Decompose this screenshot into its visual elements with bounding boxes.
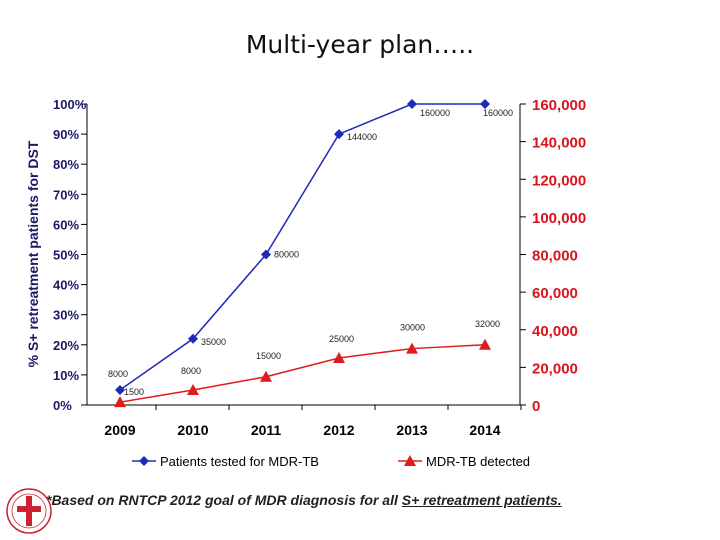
data-point-patients-tested — [334, 129, 344, 140]
x-axis-tick-label: 2012 — [323, 422, 354, 438]
x-axis-tick-label: 2011 — [251, 422, 282, 438]
series-line-patients-tested — [119, 103, 485, 391]
right-axis-tick-label: 100,000 — [532, 210, 586, 227]
left-axis-tick-label: 100% — [53, 97, 87, 112]
y-axis-title: % S+ retreatment patients for DST — [25, 140, 41, 367]
x-axis-tick-label: 2013 — [396, 422, 427, 438]
series-line-mdr-detected — [119, 344, 486, 403]
left-axis-tick-label: 60% — [53, 217, 79, 232]
data-label-mdr-detected: 15000 — [256, 351, 281, 361]
data-point-patients-tested — [115, 384, 125, 395]
data-point-mdr-detected — [333, 351, 345, 363]
data-point-patients-tested — [188, 333, 198, 344]
right-axis-tick-label: 160,000 — [532, 97, 586, 114]
data-label-mdr-detected: 25000 — [329, 334, 354, 344]
data-label-patients-tested: 35000 — [201, 337, 226, 347]
left-axis-tick-label: 0% — [53, 398, 72, 413]
legend-marker-mdr-detected — [404, 455, 416, 466]
left-axis-tick-label: 30% — [53, 308, 79, 323]
left-axis-tick-label: 20% — [53, 338, 79, 353]
left-axis-tick-label: 40% — [53, 278, 79, 293]
data-point-mdr-detected — [260, 370, 272, 382]
data-label-mdr-detected: 32000 — [475, 319, 500, 329]
left-axis-tick-label: 50% — [53, 248, 79, 263]
legend-label-mdr-detected: MDR-TB detected — [426, 454, 530, 469]
right-axis-tick-label: 40,000 — [532, 323, 578, 340]
data-label-mdr-detected: 30000 — [400, 323, 425, 333]
footnote: *Based on RNTCP 2012 goal of MDR diagnos… — [46, 492, 562, 508]
legend-label-patients-tested: Patients tested for MDR-TB — [160, 454, 319, 469]
data-point-patients-tested — [407, 99, 417, 109]
x-axis-tick-label: 2009 — [104, 422, 135, 438]
left-axis-tick-label: 70% — [53, 187, 79, 202]
x-axis-tick-label: 2010 — [177, 422, 208, 438]
data-point-mdr-detected — [406, 342, 418, 354]
right-axis-tick-label: 120,000 — [532, 172, 586, 189]
footnote-underlined-text: S+ retreatment patients. — [401, 492, 562, 508]
slide-title: Multi-year plan….. — [245, 30, 475, 59]
data-point-mdr-detected — [479, 338, 491, 350]
data-point-patients-tested — [261, 249, 271, 260]
data-point-mdr-detected — [187, 383, 199, 395]
data-label-mdr-detected: 1500 — [124, 387, 144, 397]
data-label-patients-tested: 160000 — [420, 108, 450, 118]
legend-marker-patients-tested — [139, 456, 149, 466]
right-axis-tick-label: 0 — [532, 398, 540, 415]
data-label-patients-tested: 80000 — [274, 250, 299, 260]
left-axis-tick-label: 90% — [53, 127, 79, 142]
data-label-patients-tested: 8000 — [108, 369, 128, 379]
data-point-mdr-detected — [114, 396, 126, 408]
x-axis-tick-label: 2014 — [469, 422, 500, 438]
right-axis-tick-label: 80,000 — [532, 248, 578, 265]
data-label-patients-tested: 160000 — [483, 108, 513, 118]
data-point-patients-tested — [480, 99, 490, 109]
left-axis-tick-label: 10% — [53, 368, 79, 383]
right-axis-tick-label: 20,000 — [532, 360, 578, 377]
data-label-patients-tested: 144000 — [347, 132, 377, 142]
right-axis-tick-label: 60,000 — [532, 285, 578, 302]
data-label-mdr-detected: 8000 — [181, 366, 201, 376]
rntcp-logo — [6, 488, 52, 534]
left-axis-tick-label: 80% — [53, 157, 79, 172]
right-axis-tick-label: 140,000 — [532, 135, 586, 152]
footnote-text: *Based on RNTCP 2012 goal of MDR diagnos… — [46, 492, 402, 508]
